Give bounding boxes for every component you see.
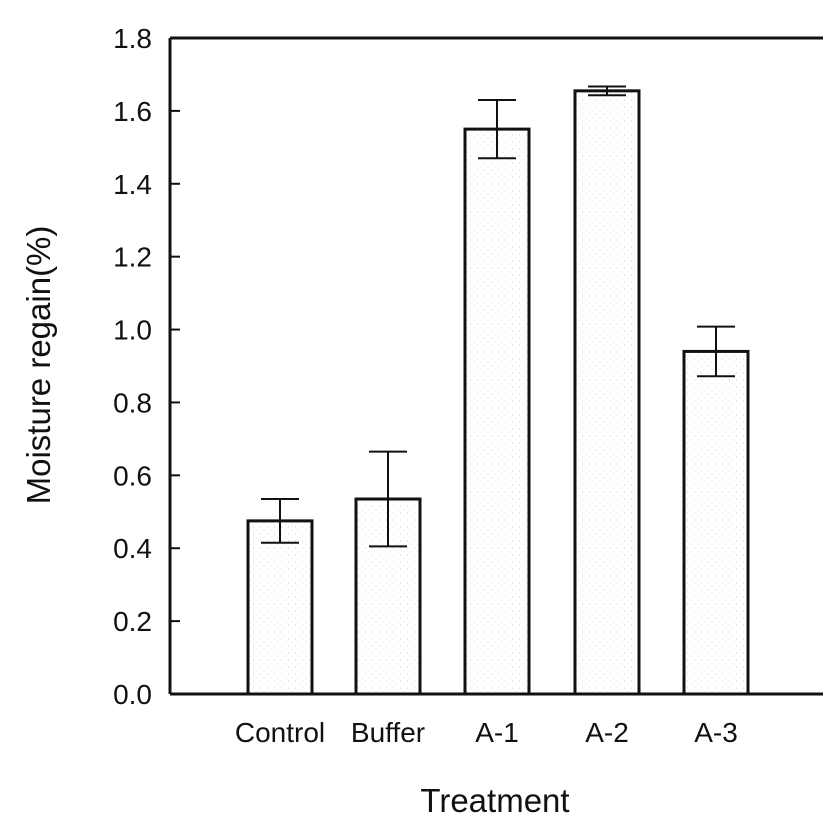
bar-a-3 (682, 349, 750, 696)
y-tick-label: 1.2 (113, 242, 152, 273)
y-tick-label: 1.0 (113, 315, 152, 346)
y-axis-title: Moisture regain(%) (20, 226, 57, 505)
y-tick-label: 1.8 (113, 23, 152, 54)
y-tick-label: 0.8 (113, 387, 152, 418)
x-tick-label: A-1 (475, 717, 519, 748)
y-tick-label: 0.0 (113, 679, 152, 710)
x-axis-title: Treatment (420, 782, 569, 818)
y-tick-label: 0.2 (113, 606, 152, 637)
x-tick-label: A-3 (694, 717, 738, 748)
bar-control (246, 519, 314, 696)
axes-layer (168, 36, 823, 696)
x-tick-label: Buffer (351, 717, 425, 748)
y-tick-label: 0.4 (113, 533, 152, 564)
error-bars-layer (261, 85, 735, 548)
x-tick-label: Control (235, 717, 325, 748)
y-tick-label: 0.6 (113, 460, 152, 491)
bar-a-2 (573, 89, 641, 696)
labels-layer: Control Buffer A-1 A-2 A-3 0.0 0.2 0.4 0.6 0.8 1.0… (113, 23, 738, 748)
y-tick-label: 1.4 (113, 169, 152, 200)
y-tick-label: 1.6 (113, 96, 152, 127)
bars-layer (246, 89, 750, 696)
x-tick-label: A-2 (585, 717, 629, 748)
bar-a-1 (463, 127, 531, 696)
